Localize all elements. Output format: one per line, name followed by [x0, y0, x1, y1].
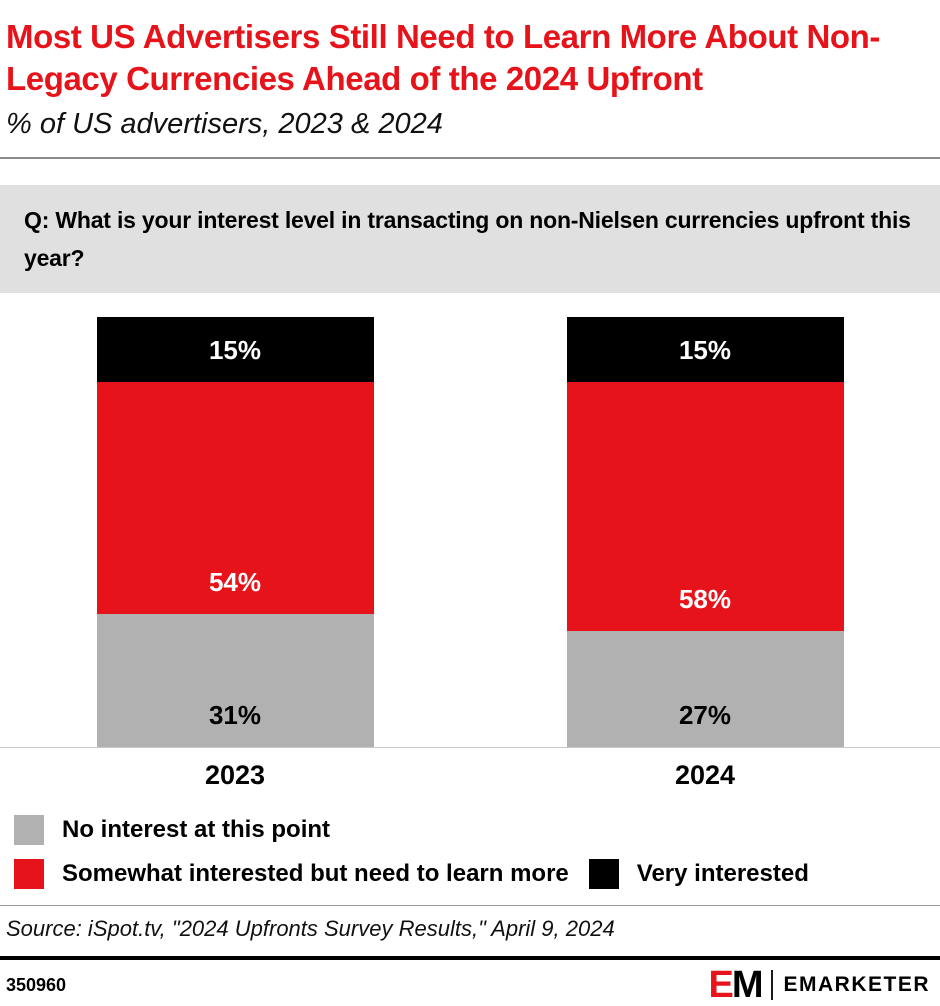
bar-segment: 15%	[96, 317, 374, 382]
logo-letter-e: E	[708, 964, 733, 1006]
legend-item: Very interested	[588, 859, 809, 889]
bar-segment: 27%	[566, 630, 844, 747]
legend-swatch	[588, 859, 619, 889]
header-divider	[0, 157, 940, 159]
chart-id: 350960	[6, 974, 67, 995]
brand-logo: EM EMARKETER	[708, 966, 930, 1004]
legend-swatch	[14, 815, 44, 845]
source-text: Source: iSpot.tv, "2024 Upfronts Survey …	[6, 916, 615, 941]
bar-value-label: 27%	[678, 699, 732, 730]
survey-question: Q: What is your interest level in transa…	[24, 207, 911, 271]
legend-label: Somewhat interested but need to learn mo…	[62, 860, 569, 887]
legend-item: No interest at this point	[14, 815, 940, 845]
question-box: Q: What is your interest level in transa…	[0, 185, 940, 293]
chart-header: Most US Advertisers Still Need to Learn …	[0, 0, 940, 141]
bar-value-label: 54%	[208, 566, 262, 597]
brand-name: EMARKETER	[783, 973, 930, 996]
emarketer-logo-icon: EM	[708, 964, 764, 1006]
axis-label: 2024	[674, 760, 736, 790]
bar-column-2024: 15% 58% 27%	[470, 317, 940, 747]
bar-value-label: 15%	[678, 334, 732, 365]
bar-stack: 15% 54% 31%	[96, 317, 374, 747]
bar-segment: 58%	[566, 381, 844, 631]
logo-letter-m: M	[731, 964, 764, 1006]
legend-swatch	[14, 859, 44, 889]
chart-legend: No interest at this point Somewhat intere…	[0, 815, 940, 889]
chart-title: Most US Advertisers Still Need to Learn …	[6, 18, 880, 97]
bar-value-label: 58%	[678, 583, 732, 614]
legend-label: Very interested	[636, 860, 809, 887]
bar-column-2023: 15% 54% 31%	[0, 317, 470, 747]
chart-subtitle: % of US advertisers, 2023 & 2024	[6, 108, 443, 140]
axis-label: 2023	[204, 760, 266, 790]
bar-value-label: 31%	[208, 699, 262, 730]
bar-segment: 15%	[566, 317, 844, 382]
legend-item: Somewhat interested but need to learn mo…	[14, 859, 569, 889]
bar-value-label: 15%	[208, 334, 262, 365]
logo-divider	[771, 970, 774, 1000]
x-axis: 2023 2024	[0, 747, 940, 791]
legend-label: No interest at this point	[62, 816, 331, 843]
bar-stack: 15% 58% 27%	[566, 317, 844, 747]
bar-segment: 54%	[96, 381, 374, 614]
bar-segment: 31%	[96, 613, 374, 747]
chart-footer: 350960 EM EMARKETER	[0, 956, 940, 1004]
bar-chart: 15% 54% 31% 15% 58% 27%	[0, 317, 940, 747]
source-row: Source: iSpot.tv, "2024 Upfronts Survey …	[0, 905, 940, 950]
